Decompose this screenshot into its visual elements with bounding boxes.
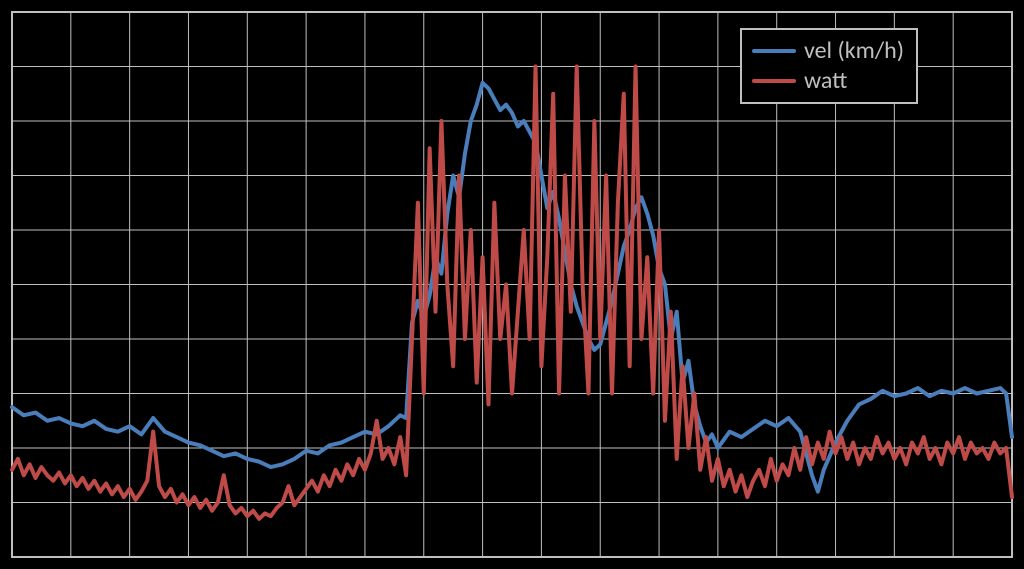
legend-swatch-watt: [752, 79, 796, 83]
legend-label-watt: watt: [804, 69, 847, 93]
legend-item-vel: vel (km/h): [752, 36, 904, 66]
legend: vel (km/h) watt: [740, 28, 918, 104]
legend-label-vel: vel (km/h): [804, 39, 904, 63]
legend-item-watt: watt: [752, 66, 904, 96]
legend-swatch-vel: [752, 49, 796, 53]
chart-container: vel (km/h) watt: [0, 0, 1024, 569]
